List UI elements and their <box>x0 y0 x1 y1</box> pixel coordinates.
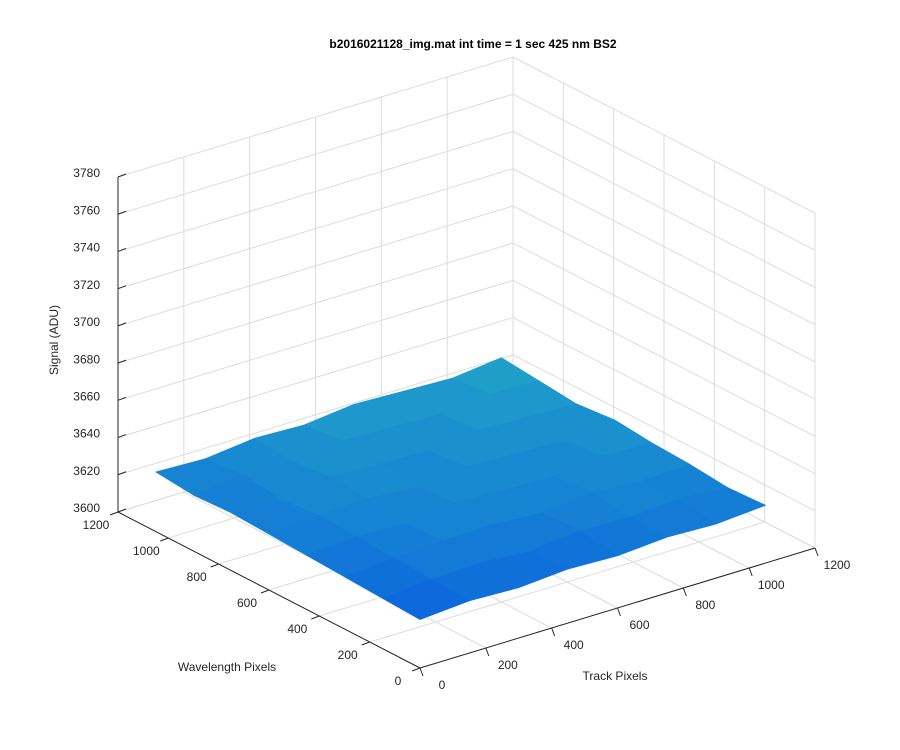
z-tick <box>117 396 127 401</box>
grid-line <box>512 354 816 512</box>
y-tick <box>160 537 169 542</box>
grid-line <box>512 131 816 288</box>
y-tick-label: 400 <box>287 622 307 636</box>
grid-line <box>512 93 816 251</box>
z-tick-label: 3760 <box>73 203 100 217</box>
y-tick-label: 800 <box>187 570 207 584</box>
z-tick <box>117 434 127 439</box>
grid-line <box>512 205 816 363</box>
z-tick-label: 3620 <box>73 464 100 478</box>
grid-line <box>117 205 514 327</box>
z-tick-label: 3660 <box>73 390 100 404</box>
y-axis-label: Wavelength Pixels <box>178 660 276 674</box>
x-tick <box>617 607 621 617</box>
x-axis-label: Track Pixels <box>583 669 648 683</box>
z-tick-label: 3600 <box>73 501 100 515</box>
x-tick <box>551 627 556 637</box>
y-tick-label: 1000 <box>133 544 160 558</box>
z-tick-label: 3700 <box>73 315 100 329</box>
x-tick <box>485 647 490 657</box>
z-tick <box>117 508 127 513</box>
y-tick-label: 0 <box>395 674 402 688</box>
grid-line <box>117 93 514 215</box>
y-tick <box>210 563 219 568</box>
chart-title: b2016021128_img.mat int time = 1 sec 425… <box>329 37 616 51</box>
z-tick <box>117 471 127 476</box>
y-tick <box>361 641 370 646</box>
z-tick <box>117 247 127 252</box>
grid-line <box>117 279 514 401</box>
grid-line <box>512 168 816 326</box>
x-tick <box>419 667 424 677</box>
grid-line <box>512 242 816 400</box>
surface-patch <box>381 579 470 620</box>
z-tick-label: 3780 <box>73 166 100 180</box>
grid-line <box>369 521 765 643</box>
y-tick <box>311 615 320 620</box>
z-tick <box>117 285 127 290</box>
grid-line <box>117 242 514 364</box>
grid-line <box>117 56 514 178</box>
z-tick-label: 3640 <box>73 427 100 441</box>
z-axis-label: Signal (ADU) <box>47 305 61 375</box>
x-tick-label: 400 <box>564 638 584 652</box>
grid-line <box>117 168 514 290</box>
z-tick <box>117 210 127 215</box>
grid-line <box>512 279 816 437</box>
grid-line <box>512 317 816 474</box>
grid-line <box>117 354 514 476</box>
x-tick <box>748 567 753 577</box>
x-tick-label: 0 <box>439 678 446 692</box>
y-tick <box>260 589 270 594</box>
x-tick-label: 200 <box>498 658 518 672</box>
x-tick <box>682 587 687 597</box>
z-tick <box>117 322 127 327</box>
y-tick <box>411 667 421 672</box>
z-tick-label: 3720 <box>73 278 100 292</box>
grid-line <box>512 56 816 214</box>
x-tick <box>814 547 819 557</box>
surface <box>155 357 766 620</box>
axes: 0 200 400 600 800 1000 1200 0 200 400 600 800 1000 12… <box>73 166 850 692</box>
x-tick-label: 1000 <box>758 578 785 592</box>
z-tick-label: 3680 <box>73 352 100 366</box>
x-tick-label: 1200 <box>824 558 851 572</box>
grid-line <box>117 317 514 439</box>
y-tick <box>109 511 119 516</box>
y-tick-label: 200 <box>338 648 358 662</box>
grid-line <box>117 130 514 252</box>
x-tick-label: 800 <box>695 598 715 612</box>
z-tick-label: 3740 <box>73 241 100 255</box>
z-tick <box>117 359 127 364</box>
z-tick <box>117 173 127 178</box>
x-tick-label: 600 <box>629 618 649 632</box>
y-tick-label: 1200 <box>83 518 110 532</box>
y-tick-label: 600 <box>237 596 257 610</box>
